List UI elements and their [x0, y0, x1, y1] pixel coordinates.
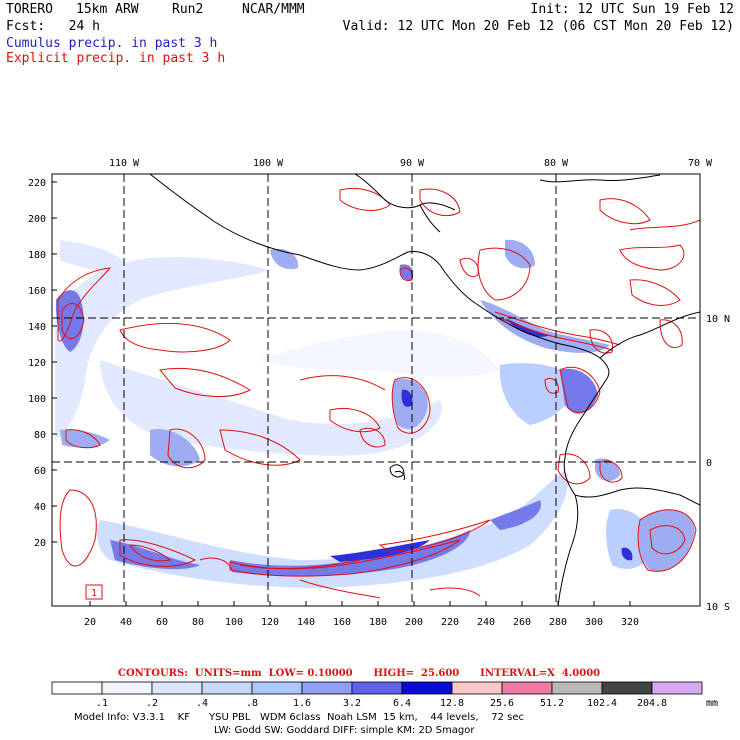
legend-swatch: [251, 681, 303, 695]
latitude-label: 10 S: [706, 602, 730, 613]
x-tick-label: 40: [120, 617, 132, 628]
x-tick-label: 80: [192, 617, 204, 628]
x-tick-label: 160: [333, 617, 351, 628]
coastlines: [149, 174, 700, 606]
legend-swatch: [551, 681, 603, 695]
color-legend-bar: [51, 681, 703, 695]
y-tick-label: 200: [28, 214, 46, 225]
y-tick-label: 140: [28, 322, 46, 333]
lat-lon-grid: [52, 174, 700, 606]
legend-swatch: [451, 681, 503, 695]
model-name: TORERO: [6, 2, 53, 17]
y-tick-label: 20: [34, 538, 46, 549]
x-tick-label: 120: [261, 617, 279, 628]
explicit-precip-contours: [57, 187, 700, 599]
legend-threshold-label: .2: [146, 698, 158, 709]
legend-threshold-label: 51.2: [540, 698, 564, 709]
x-tick-label: 180: [369, 617, 387, 628]
legend-swatch: [601, 681, 653, 695]
longitude-label: 90 W: [400, 158, 425, 169]
y-tick-label: 100: [28, 394, 46, 405]
precip-fields: 1: [52, 174, 700, 606]
longitude-label: 80 W: [544, 158, 569, 169]
contours-info: CONTOURS: UNITS=mm LOW= 0.10000 HIGH= 25…: [118, 668, 601, 679]
legend-threshold-label: .8: [246, 698, 258, 709]
legend-threshold-label: .1: [96, 698, 108, 709]
x-axis: 20 40 60 80 100 120 140 160 180 200 220 240 260 280 30…: [84, 601, 639, 628]
legend-swatch: [201, 681, 253, 695]
y-tick-label: 120: [28, 358, 46, 369]
legend-threshold-label: 1.6: [293, 698, 311, 709]
run-label: Run2: [172, 2, 204, 17]
legend-threshold-label: 3.2: [343, 698, 361, 709]
domain-box-label: 1: [91, 588, 97, 599]
x-tick-label: 20: [84, 617, 96, 628]
legend-swatch: [401, 681, 453, 695]
x-tick-label: 220: [441, 617, 459, 628]
explicit-precip-title: Explicit precip. in past 3 h: [6, 51, 226, 66]
x-tick-label: 320: [621, 617, 639, 628]
y-tick-label: 160: [28, 286, 46, 297]
latitude-label: 10 N: [706, 314, 730, 325]
legend-swatch: [351, 681, 403, 695]
y-tick-label: 40: [34, 502, 46, 513]
x-tick-label: 200: [405, 617, 423, 628]
domain-box: [85, 584, 103, 600]
x-tick-label: 260: [513, 617, 531, 628]
legend-swatch: [651, 681, 703, 695]
longitude-labels: 110 W 100 W 90 W 80 W 70 W: [109, 158, 713, 169]
legend-swatch: [301, 681, 353, 695]
x-tick-label: 280: [549, 617, 567, 628]
valid-time: Valid: 12 UTC Mon 20 Feb 12 (06 CST Mon …: [342, 19, 734, 34]
legend-unit: mm: [706, 698, 718, 709]
x-tick-label: 240: [477, 617, 495, 628]
legend-threshold-label: 12.8: [440, 698, 464, 709]
legend-threshold-label: .4: [196, 698, 208, 709]
init-time: Init: 12 UTC Sun 19 Feb 12: [530, 2, 735, 17]
latitude-labels: 10 N 0 10 S: [706, 314, 730, 613]
model-resolution: 15km ARW: [76, 2, 139, 17]
x-tick-label: 140: [297, 617, 315, 628]
y-tick-label: 60: [34, 466, 46, 477]
center-label: NCAR/MMM: [242, 2, 305, 17]
x-tick-label: 100: [225, 617, 243, 628]
legend-swatch: [151, 681, 203, 695]
longitude-label: 70 W: [688, 158, 713, 169]
map-frame: [51, 173, 701, 607]
longitude-label: 100 W: [253, 158, 284, 169]
y-tick-label: 80: [34, 430, 46, 441]
legend-threshold-label: 204.8: [637, 698, 667, 709]
legend-swatch: [101, 681, 153, 695]
legend-swatch: [51, 681, 103, 695]
y-tick-label: 220: [28, 178, 46, 189]
color-legend-labels: .1 .2 .4 .8 1.6 3.2 6.4 12.8 25.6 51.2 102.4 204.8: [96, 698, 667, 709]
physics-info-line: LW: Godd SW: Goddard DIFF: simple KM: 2D…: [214, 725, 475, 736]
legend-swatch: [501, 681, 553, 695]
longitude-label: 110 W: [109, 158, 140, 169]
legend-threshold-label: 25.6: [490, 698, 514, 709]
x-tick-label: 60: [156, 617, 168, 628]
y-tick-label: 180: [28, 250, 46, 261]
y-axis: 220 200 180 160 140 120 100 80 60 40 20: [28, 178, 57, 549]
cumulus-precip-title: Cumulus precip. in past 3 h: [6, 36, 218, 51]
legend-threshold-label: 6.4: [393, 698, 411, 709]
latitude-label: 0: [706, 458, 712, 469]
forecast-hour: Fcst: 24 h: [6, 19, 100, 34]
legend-threshold-label: 102.4: [587, 698, 617, 709]
x-tick-label: 300: [585, 617, 603, 628]
model-info-line: Model Info: V3.3.1 KF YSU PBL WDM 6class…: [74, 712, 524, 723]
